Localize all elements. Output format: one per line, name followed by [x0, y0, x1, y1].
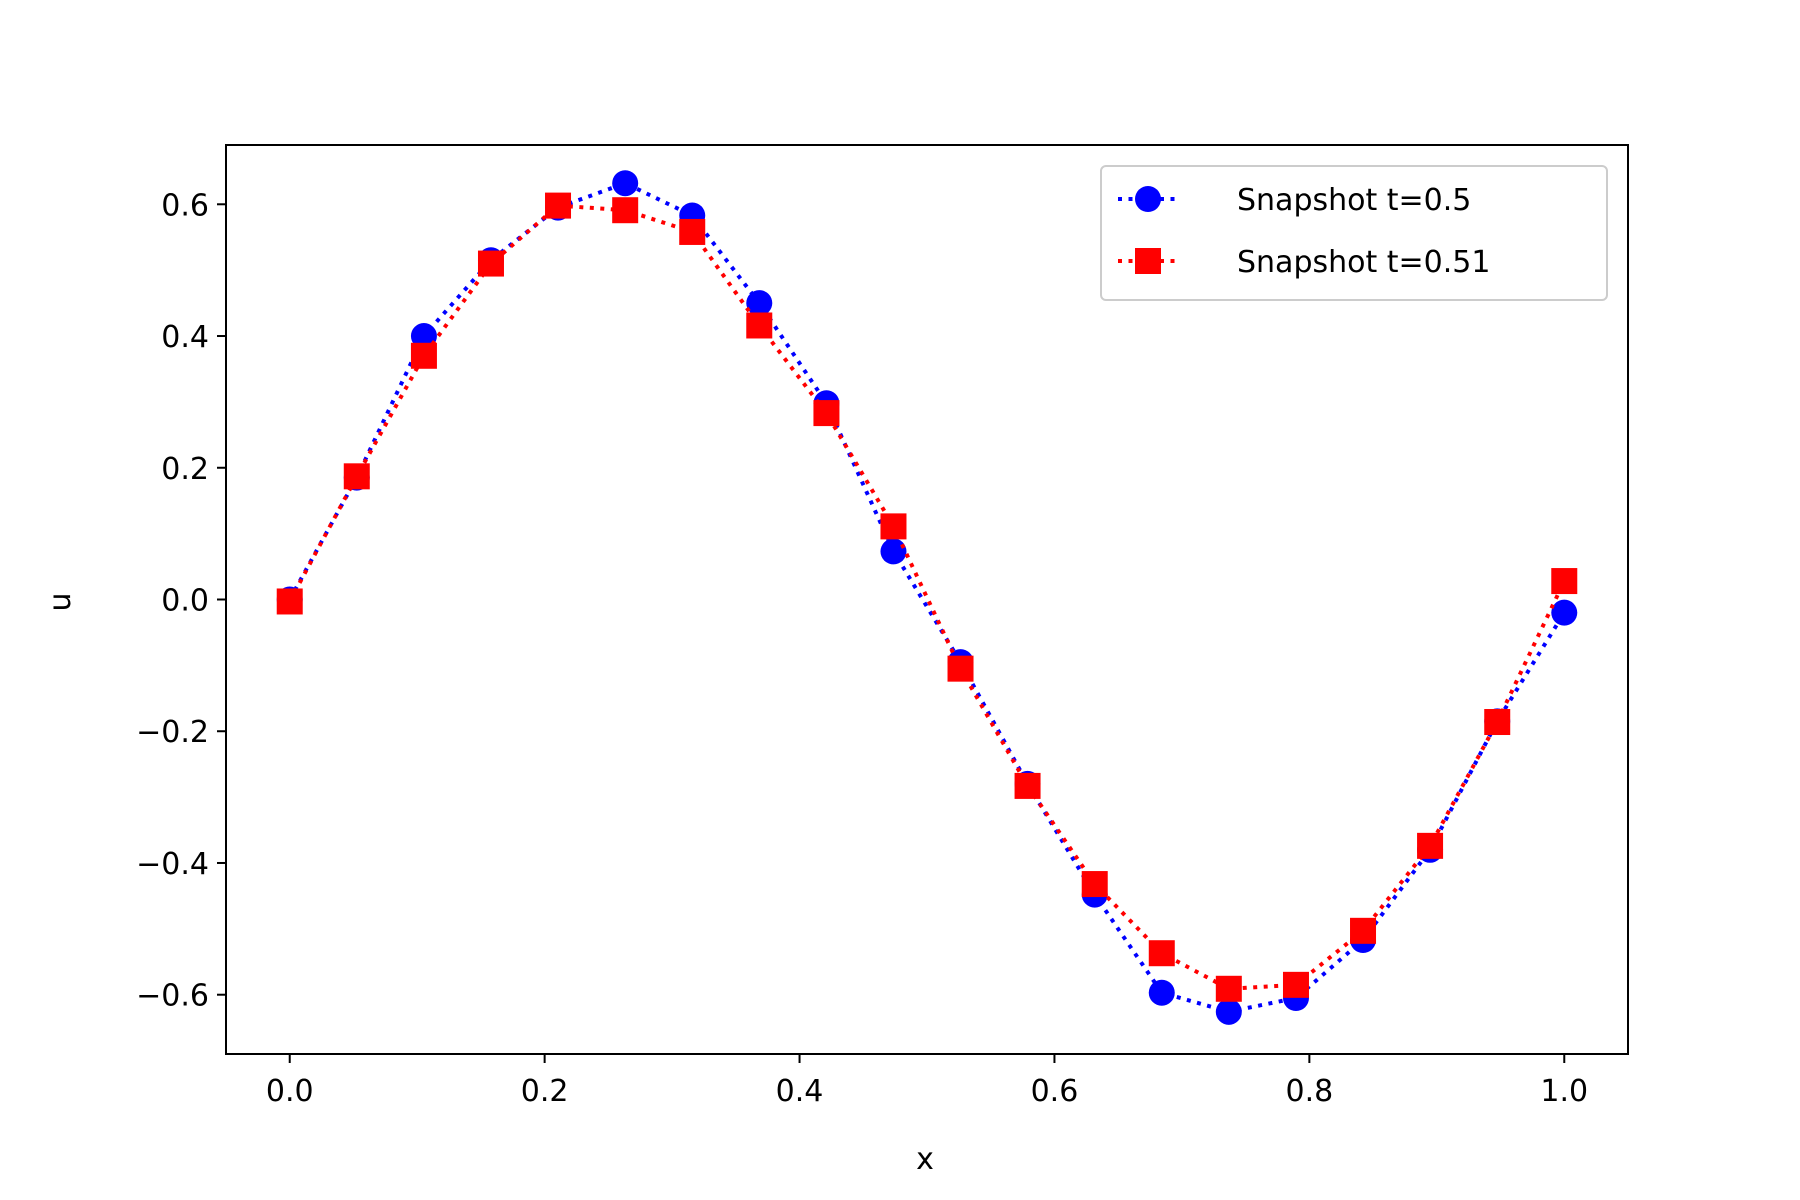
- series-2-point: [679, 218, 706, 245]
- series-2-point: [477, 250, 504, 277]
- series-2-point: [276, 588, 303, 615]
- series-2-point: [1014, 772, 1041, 799]
- y-tick-label: −0.6: [136, 979, 209, 1014]
- x-tick-label: 0.0: [266, 1074, 314, 1109]
- y-tick-label: −0.4: [136, 847, 209, 882]
- series-1-point: [746, 290, 773, 317]
- series-2-point: [746, 312, 773, 339]
- legend-box: [1100, 165, 1608, 301]
- series-2-point: [545, 192, 572, 219]
- legend-marker-2: [1135, 248, 1161, 274]
- x-tick-label: 0.4: [776, 1074, 824, 1109]
- x-tick-label: 0.2: [521, 1074, 569, 1109]
- y-tick-label: 0.2: [161, 452, 209, 487]
- plot-area: [225, 144, 1629, 1055]
- y-tick-label: 0.4: [161, 320, 209, 355]
- series-2-point: [1215, 975, 1242, 1002]
- series-1-point: [880, 538, 907, 565]
- series-2-point: [1350, 917, 1377, 944]
- legend-label-2: Snapshot t=0.51: [1237, 245, 1490, 280]
- series-1-point: [1215, 998, 1242, 1025]
- series-2-point: [410, 342, 437, 369]
- y-tick-label: 0.0: [161, 584, 209, 619]
- series-2-point: [880, 513, 907, 540]
- series-2-point: [1148, 940, 1175, 967]
- series-1-point: [1148, 979, 1175, 1006]
- y-tick-label: 0.6: [161, 188, 209, 223]
- series-2-point: [813, 400, 840, 427]
- series-2-point: [612, 197, 639, 224]
- series-2-point: [1551, 568, 1578, 595]
- y-axis: −0.6 −0.4 −0.2 0.0 0.2 0.4 0.6: [136, 188, 226, 1014]
- y-axis-label: u: [43, 592, 78, 611]
- series-1-point: [1551, 599, 1578, 626]
- series-2-point: [1081, 871, 1108, 898]
- x-tick-label: 0.8: [1286, 1074, 1334, 1109]
- series-2-point: [947, 655, 974, 682]
- series-2-point: [343, 463, 370, 490]
- series-2-point: [1484, 709, 1511, 736]
- series-1-point: [410, 323, 437, 350]
- series-2-point: [1417, 832, 1444, 859]
- legend: Snapshot t=0.5 Snapshot t=0.51: [1100, 165, 1608, 301]
- x-tick-label: 0.6: [1031, 1074, 1079, 1109]
- legend-label-1: Snapshot t=0.5: [1237, 183, 1471, 218]
- x-axis: 0.0 0.2 0.4 0.6 0.8 1.0: [266, 1054, 1588, 1109]
- y-tick-label: −0.2: [136, 715, 209, 750]
- legend-marker-1: [1135, 186, 1161, 212]
- x-axis-label: x: [916, 1142, 934, 1177]
- series-1-point: [612, 170, 639, 197]
- x-tick-label: 1.0: [1540, 1074, 1588, 1109]
- series-2-point: [1282, 971, 1309, 998]
